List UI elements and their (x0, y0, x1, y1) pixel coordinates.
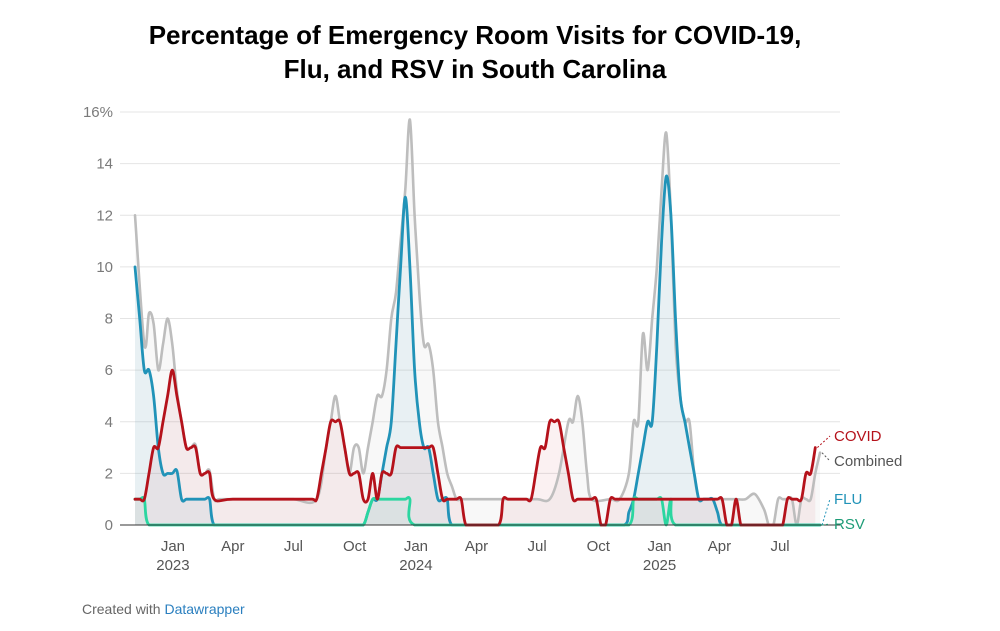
chart-title-line-1: Percentage of Emergency Room Visits for … (148, 20, 802, 50)
series-lines (133, 118, 822, 527)
area-flu (135, 175, 820, 526)
line-flu (133, 174, 822, 527)
series-labels: Combined FLU RSV COVID (817, 428, 902, 533)
line-combined (133, 118, 822, 527)
x-tick-label: Oct (587, 538, 611, 555)
series-label-covid: COVID (834, 428, 882, 445)
line-covid (133, 368, 817, 527)
x-tick-label: Jul (527, 538, 546, 555)
y-tick-label: 8 (105, 311, 113, 328)
y-tick-label: 16% (83, 104, 113, 121)
x-tick-year: 2024 (399, 557, 432, 574)
area-combined (135, 119, 820, 526)
x-tick-label: Jul (284, 538, 303, 555)
x-tick-label: Jul (770, 538, 789, 555)
y-tick-label: 6 (105, 362, 113, 379)
chart-title-line-2: Flu, and RSV in South Carolina (283, 54, 667, 84)
credit-footer: Created with Datawrapper (82, 601, 245, 617)
x-tick-year: 2025 (643, 557, 676, 574)
label-leader-flu (821, 498, 831, 526)
x-tick-label: Apr (221, 538, 244, 555)
label-leader-combined (821, 452, 831, 462)
series-label-flu: FLU (834, 491, 862, 508)
x-tick-label: Jan (161, 538, 185, 555)
area-rsv (135, 497, 820, 525)
chart-title: Percentage of Emergency Room Visits for … (0, 18, 950, 86)
x-tick-label: Apr (708, 538, 731, 555)
grid (120, 111, 840, 526)
x-tick-label: Jan (404, 538, 428, 555)
datawrapper-link[interactable]: Datawrapper (164, 601, 245, 617)
y-tick-label: 0 (105, 517, 113, 534)
y-tick-label: 10 (96, 259, 113, 276)
area-covid (135, 370, 816, 525)
y-tick-label: 14 (96, 156, 113, 173)
y-tick-label: 12 (96, 207, 113, 224)
x-tick-year: 2023 (156, 557, 189, 574)
x-tick-label: Jan (647, 538, 671, 555)
x-tick-label: Oct (343, 538, 367, 555)
y-tick-label: 4 (105, 414, 113, 431)
axes: 0 2 4 6 8 10 12 14 16% Jan 2023 Apr Jul Oct Jan 2024 Apr… (83, 104, 840, 574)
y-tick-label: 2 (105, 465, 113, 482)
series-areas (135, 119, 820, 526)
series-label-rsv: RSV (834, 516, 865, 533)
series-label-combined: Combined (834, 453, 902, 470)
label-leader-rsv (821, 523, 831, 526)
credit-prefix: Created with (82, 601, 165, 617)
x-tick-label: Apr (465, 538, 488, 555)
line-chart: 0 2 4 6 8 10 12 14 16% Jan 2023 Apr Jul Oct Jan 2024 Apr… (83, 104, 902, 574)
label-leader-covid (817, 435, 831, 448)
